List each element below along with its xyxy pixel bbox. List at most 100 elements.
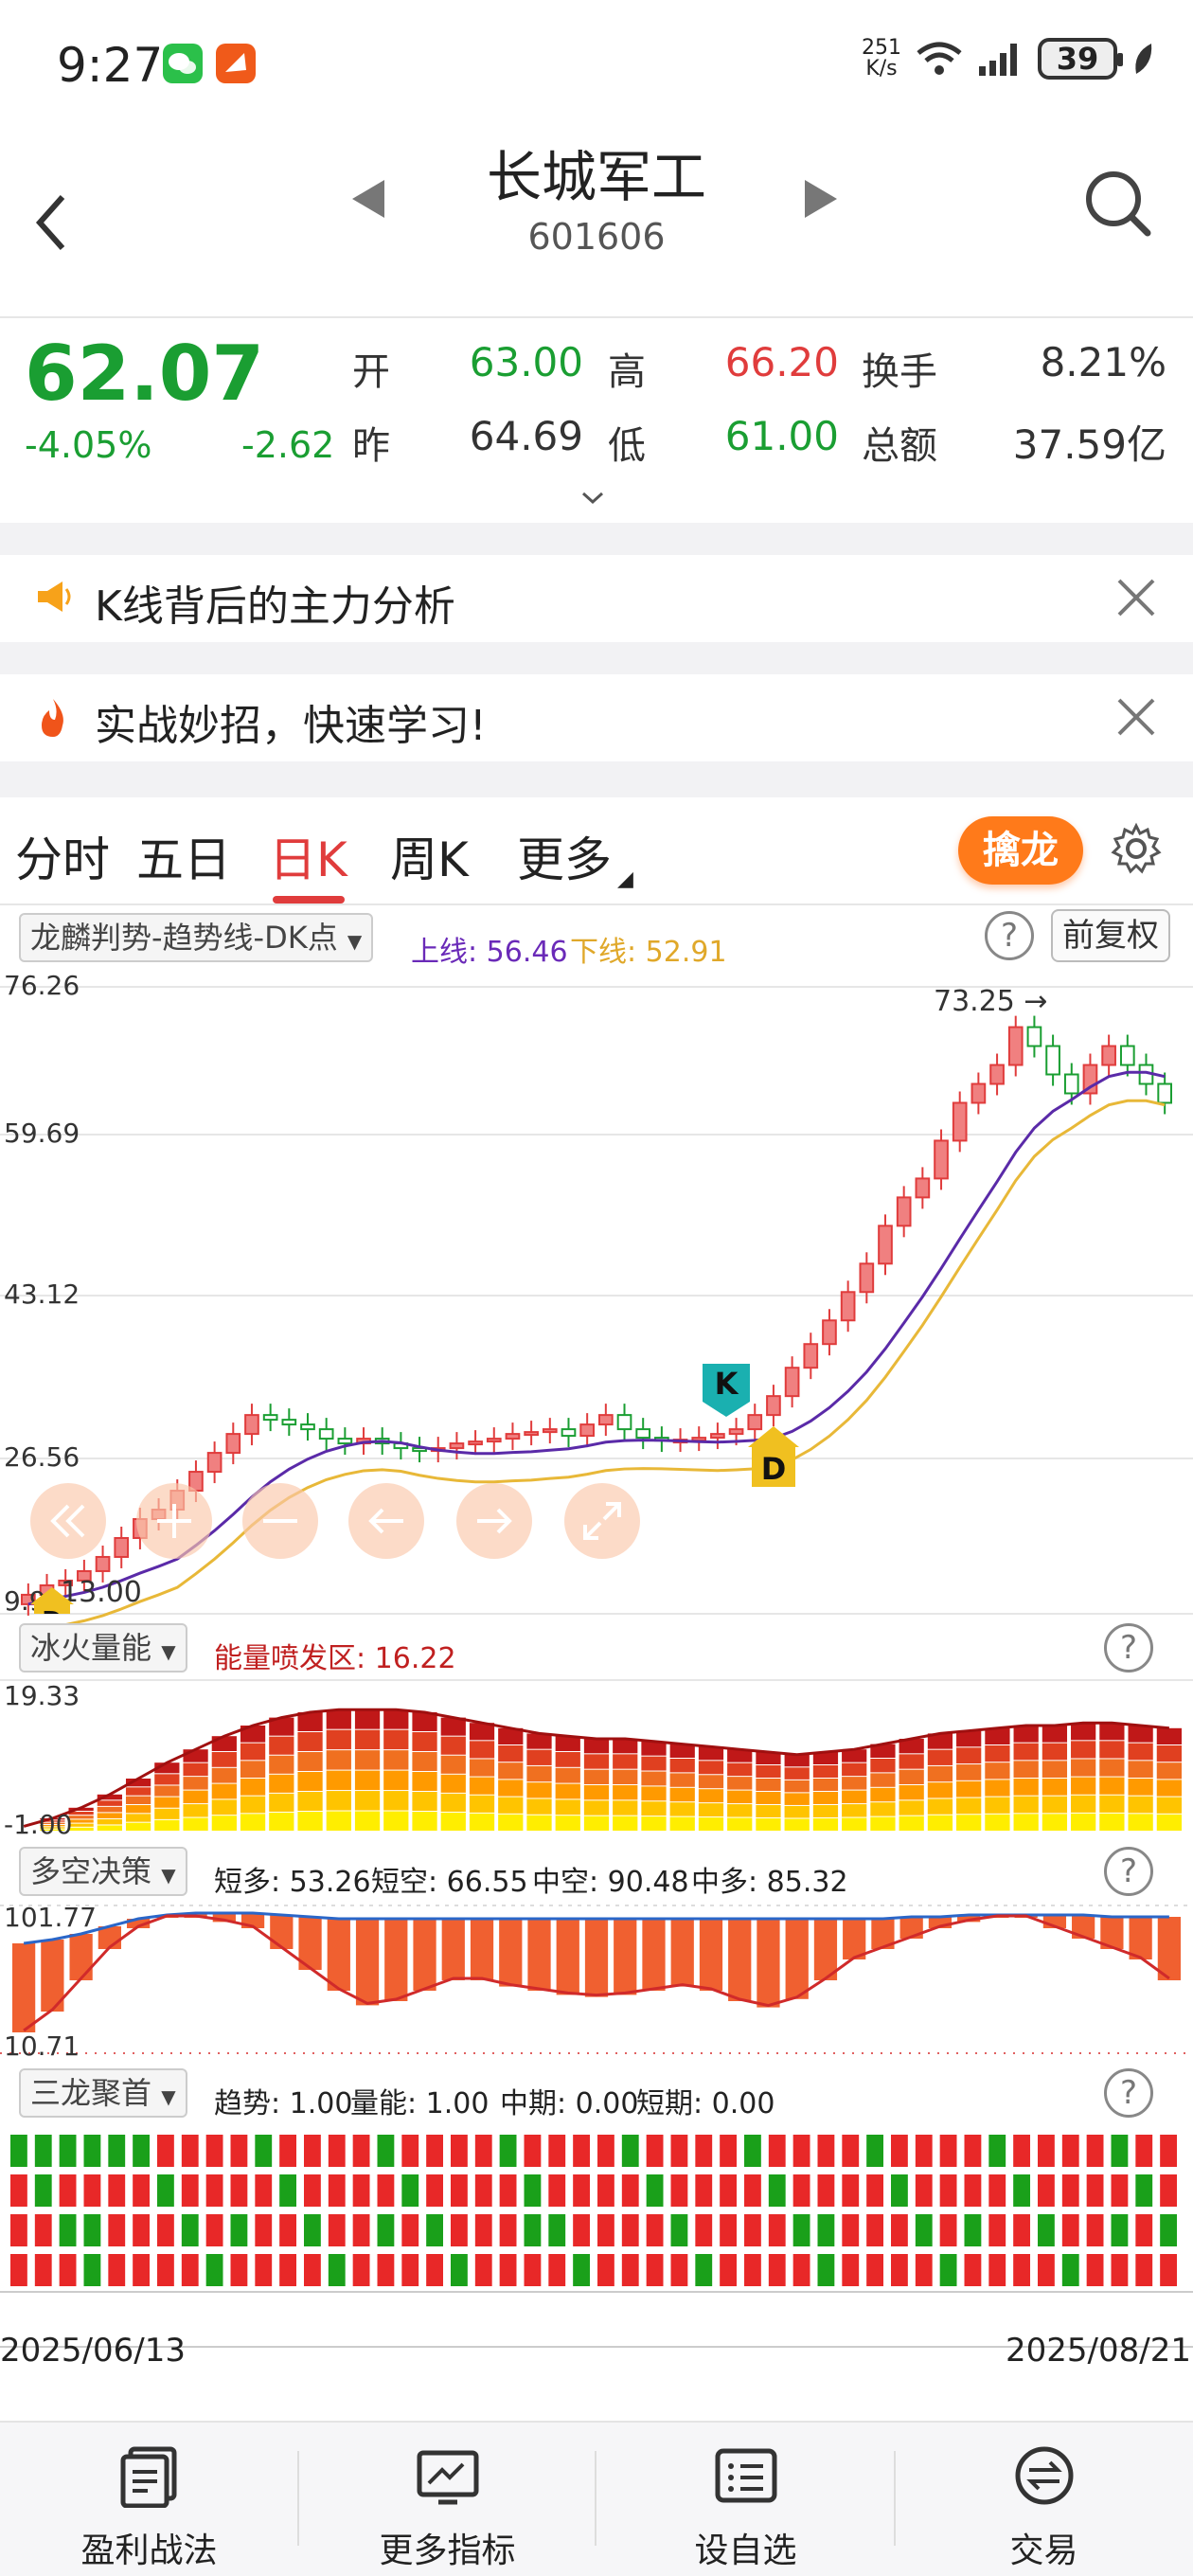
- close-banner-button[interactable]: [1115, 570, 1157, 632]
- nav-profit-strategy[interactable]: 盈利战法: [0, 2423, 298, 2576]
- energy-bar: [613, 1816, 638, 1831]
- energy-bar: [1013, 1726, 1039, 1743]
- banner-main-force[interactable]: K线背后的主力分析: [0, 555, 1193, 642]
- next-stock-button[interactable]: [805, 180, 837, 218]
- short-short-value: 短空: 66.55: [371, 1866, 528, 1899]
- kline-indicator-select[interactable]: 龙麟判势-趋势线-DK点 ▼: [19, 913, 374, 962]
- energy-bar: [183, 1777, 208, 1790]
- expand-quote-button[interactable]: [579, 481, 606, 514]
- duokong-y-max: 101.77: [4, 1902, 97, 1933]
- qinlong-button[interactable]: 擒龙: [958, 816, 1083, 885]
- candle-body: [505, 1433, 521, 1440]
- energy-bar: [269, 1793, 294, 1812]
- energy-bar: [125, 1796, 151, 1804]
- tab-weekly-k[interactable]: 周K: [390, 832, 469, 887]
- candle-body: [281, 1419, 297, 1426]
- fullscreen-button[interactable]: [564, 1483, 640, 1559]
- stock-code: 601606: [527, 216, 666, 258]
- energy-bar: [68, 1816, 94, 1819]
- energy-bar: [583, 1754, 610, 1769]
- help-button[interactable]: ?: [1104, 1623, 1153, 1673]
- signal-cell: [377, 2174, 395, 2207]
- duokong-indicator-row: 多空决策 ▼ 短多: 53.26 短空: 66.55 中空: 90.48 中多:…: [0, 1839, 1193, 1902]
- candle-body: [784, 1367, 800, 1398]
- energy-indicator-select[interactable]: 冰火量能 ▼: [19, 1623, 187, 1673]
- signal-cell: [866, 2135, 883, 2167]
- close-banner-button[interactable]: [1115, 689, 1157, 751]
- mid-short-value: 中空: 90.48: [532, 1866, 689, 1899]
- divider: [0, 761, 1193, 797]
- signal-cell: [352, 2254, 370, 2286]
- tab-intraday[interactable]: 分时: [15, 832, 110, 887]
- nav-more-indicators[interactable]: 更多指标: [298, 2423, 596, 2576]
- candle-body: [262, 1414, 278, 1422]
- candle-body: [747, 1414, 763, 1431]
- signal-cell: [548, 2214, 566, 2246]
- banner-tips[interactable]: 实战妙招，快速学习!: [0, 674, 1193, 761]
- duokong-indicator-select[interactable]: 多空决策 ▼: [19, 1847, 187, 1896]
- tab-daily-k[interactable]: 日K: [269, 832, 347, 887]
- energy-bar: [870, 1787, 896, 1802]
- nav-trade[interactable]: 交易: [895, 2423, 1193, 2576]
- signal-cell: [964, 2254, 982, 2286]
- signal-cell: [377, 2214, 395, 2246]
- energy-bar: [899, 1769, 924, 1784]
- gear-icon: [1111, 822, 1162, 874]
- nav-add-watchlist[interactable]: 设自选: [596, 2423, 895, 2576]
- energy-bar: [412, 1772, 437, 1791]
- help-button[interactable]: ?: [1104, 1847, 1153, 1896]
- signal-cell: [768, 2254, 786, 2286]
- prev-stock-button[interactable]: [352, 180, 384, 218]
- signal-cell: [10, 2135, 27, 2167]
- energy-bar: [784, 1793, 810, 1805]
- candle-body: [468, 1440, 483, 1446]
- wifi-icon: [917, 42, 962, 75]
- sanlong-indicator-select[interactable]: 三龙聚首 ▼: [19, 2068, 187, 2118]
- help-button[interactable]: ?: [985, 911, 1034, 960]
- arrow-right-icon: [477, 1508, 512, 1534]
- zoom-out-button[interactable]: [242, 1483, 318, 1559]
- adjust-mode-button[interactable]: 前复权: [1051, 909, 1170, 962]
- energy-bar: [927, 1749, 953, 1765]
- signal-cell: [499, 2174, 517, 2207]
- trend-value: 趋势: 1.00: [214, 2087, 353, 2120]
- signal-cell: [744, 2214, 761, 2246]
- kline-indicator-row: 龙麟判势-趋势线-DK点 ▼ 上线: 56.46 下线: 52.91 ? 前复权: [0, 905, 1193, 969]
- energy-bar: [1156, 1762, 1182, 1780]
- signal-cell: [573, 2135, 590, 2167]
- signal-cell: [59, 2214, 77, 2246]
- signal-cell: [1086, 2135, 1104, 2167]
- signal-cell: [842, 2174, 860, 2207]
- candle-body: [1101, 1045, 1116, 1066]
- candle-body: [337, 1438, 353, 1445]
- energy-bar: [784, 1754, 810, 1767]
- energy-bar: [383, 1770, 409, 1791]
- divider: [297, 2451, 299, 2546]
- energy-bar: [613, 1785, 638, 1800]
- energy-bar: [985, 1780, 1010, 1797]
- signal-cell: [720, 2174, 737, 2207]
- energy-bar: [641, 1741, 667, 1756]
- signal-cell: [744, 2135, 761, 2167]
- signal-cell: [108, 2254, 126, 2286]
- tab-five-day[interactable]: 五日: [136, 832, 231, 887]
- back-button[interactable]: [32, 189, 80, 265]
- scroll-right-button[interactable]: [456, 1483, 532, 1559]
- help-button[interactable]: ?: [1104, 2068, 1153, 2118]
- signal-cell: [695, 2254, 713, 2286]
- double-chevron-left-icon: [50, 1504, 85, 1538]
- scroll-left-button[interactable]: [348, 1483, 424, 1559]
- energy-bar: [1042, 1726, 1068, 1743]
- energy-bar: [927, 1815, 953, 1831]
- signal-cell: [1160, 2135, 1177, 2167]
- settings-button[interactable]: [1110, 822, 1163, 875]
- candle-body: [840, 1291, 856, 1322]
- energy-bar: [842, 1804, 867, 1817]
- tab-more[interactable]: 更多 ◢: [517, 832, 633, 891]
- energy-bar: [68, 1807, 94, 1811]
- search-button[interactable]: [1079, 167, 1155, 242]
- zoom-in-button[interactable]: [136, 1483, 212, 1559]
- open-label: 开: [352, 350, 390, 394]
- jump-start-button[interactable]: [30, 1483, 106, 1559]
- energy-bar: [698, 1761, 724, 1775]
